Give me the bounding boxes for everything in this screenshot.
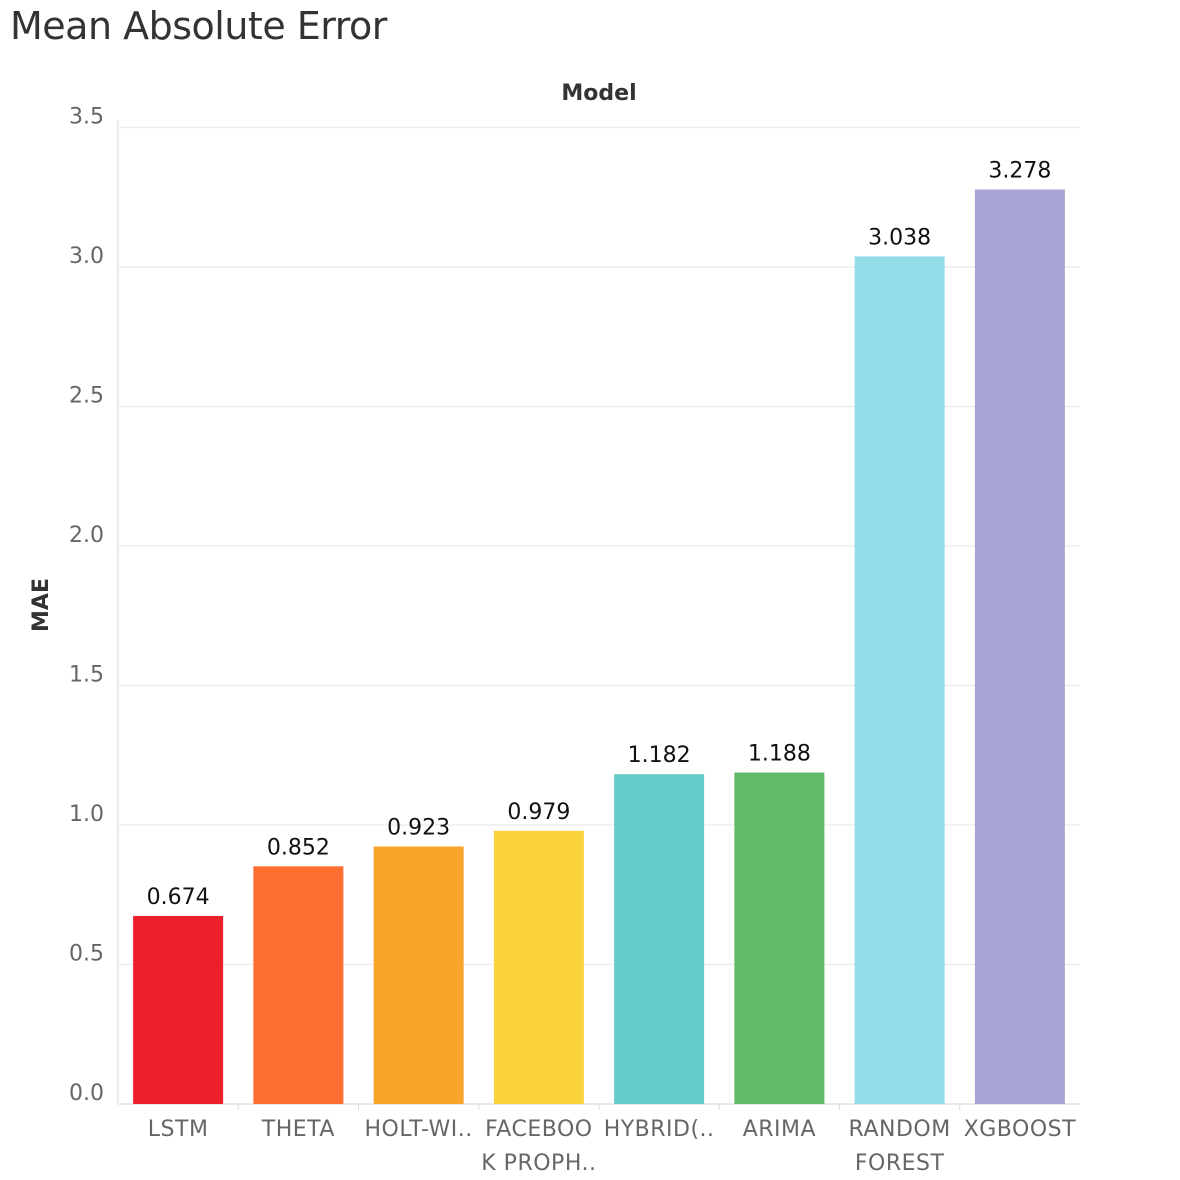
y-tick-label: 3.5: [69, 105, 104, 130]
x-tick-label: HOLT-WI..: [364, 1117, 472, 1142]
x-tick-label: FACEBOO: [485, 1117, 592, 1142]
bar-value-label: 0.979: [507, 800, 570, 825]
x-tick-label: THETA: [261, 1117, 335, 1142]
y-tick-label: 0.5: [69, 942, 104, 967]
bar: [493, 830, 584, 1104]
bar: [974, 189, 1065, 1105]
y-tick-label: 1.5: [69, 663, 104, 688]
x-tick-label: HYBRID(..: [604, 1117, 715, 1142]
y-tick-label: 1.0: [69, 802, 104, 827]
bar: [253, 866, 344, 1104]
bar: [614, 774, 705, 1104]
bar-value-label: 3.278: [988, 158, 1051, 183]
chart-title: Mean Absolute Error: [10, 4, 387, 48]
bar-value-label: 1.182: [628, 743, 691, 768]
bar-value-label: 1.188: [748, 742, 811, 767]
x-tick-label: RANDOM: [849, 1117, 951, 1142]
x-tick-label: K PROPH..: [481, 1151, 596, 1176]
bar: [373, 846, 464, 1104]
x-tick-label: LSTM: [148, 1117, 209, 1142]
bar-value-label: 0.923: [387, 815, 450, 840]
bar: [854, 256, 945, 1104]
bar: [734, 772, 825, 1104]
x-tick-label: FOREST: [855, 1151, 945, 1176]
bar-value-label: 0.674: [147, 885, 210, 910]
y-tick-label: 2.0: [69, 523, 104, 548]
bar-value-label: 0.852: [267, 835, 330, 860]
bar: [133, 915, 224, 1104]
y-tick-label: 0.0: [69, 1081, 104, 1106]
y-axis-title: MAE: [29, 578, 54, 632]
x-tick-label: ARIMA: [743, 1117, 816, 1142]
column-header: Model: [561, 81, 636, 106]
y-tick-label: 3.0: [69, 244, 104, 269]
x-axis: LSTM THETA HOLT-WI.. FACEBOO K PROPH.. HYBRID…: [148, 1104, 1076, 1176]
value-labels: 0.674 0.852 0.923 0.979 1.182 1.188 3.038 3.278: [147, 158, 1052, 910]
y-tick-label: 2.5: [69, 384, 104, 409]
bars: [133, 189, 1065, 1105]
x-tick-label: XGBOOST: [964, 1117, 1076, 1142]
bar-value-label: 3.038: [868, 225, 931, 250]
